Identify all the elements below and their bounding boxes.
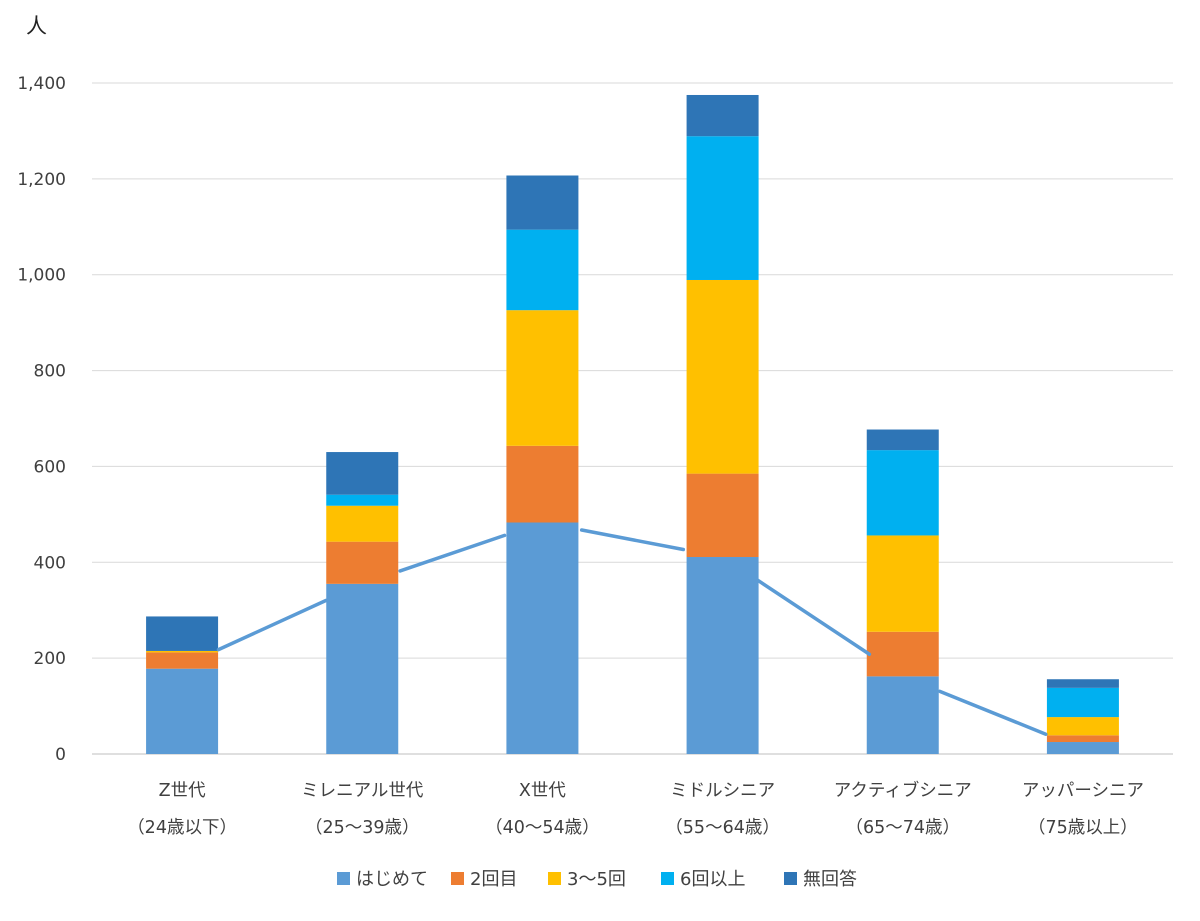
bar-segment bbox=[1046, 735, 1119, 743]
y-unit-label: 人 bbox=[26, 14, 47, 38]
legend-item: 3～5回 bbox=[548, 869, 626, 890]
bar-segment bbox=[1046, 742, 1119, 754]
y-tick-label: 800 bbox=[34, 362, 66, 382]
y-tick-label: 0 bbox=[55, 745, 66, 765]
bar-segment bbox=[866, 429, 939, 451]
bar-segment bbox=[1046, 679, 1119, 688]
y-tick-label: 200 bbox=[34, 649, 66, 669]
y-tick-label: 1,200 bbox=[17, 170, 66, 190]
bar-segment bbox=[1046, 687, 1119, 718]
bar-segment bbox=[866, 676, 939, 754]
x-category-label: Z世代 bbox=[159, 781, 206, 801]
bar-segment bbox=[686, 279, 759, 474]
bar-segment bbox=[326, 583, 399, 754]
legend-label: 3～5回 bbox=[567, 869, 626, 890]
bar-segment bbox=[506, 445, 579, 523]
x-category-range-label: （40～54歳） bbox=[485, 818, 600, 838]
x-category-range-label: （75歳以上） bbox=[1028, 818, 1138, 838]
bar-segment bbox=[146, 650, 219, 653]
x-category-range-label: （55～64歳） bbox=[665, 818, 780, 838]
bar-segment bbox=[326, 494, 399, 506]
bar-segment bbox=[506, 175, 579, 230]
x-category-range-label: （65～74歳） bbox=[845, 818, 960, 838]
x-category-label: アッパーシニア bbox=[1022, 781, 1144, 801]
y-tick-label: 400 bbox=[34, 553, 66, 573]
legend-swatch bbox=[784, 872, 797, 885]
legend-item: はじめて bbox=[337, 869, 428, 890]
y-tick-label: 1,000 bbox=[17, 266, 66, 286]
legend-swatch bbox=[337, 872, 350, 885]
bar-segment bbox=[506, 310, 579, 446]
y-axis: 0 200 400 600 800 1,000 1,200 1,400 bbox=[17, 74, 66, 765]
trend-line-segment bbox=[398, 533, 507, 573]
legend-swatch bbox=[451, 872, 464, 885]
legend-item: 無回答 bbox=[784, 869, 857, 890]
legend-item: 6回以上 bbox=[661, 869, 745, 890]
legend: はじめて 2回目 3～5回 6回以上 無回答 bbox=[337, 869, 857, 890]
x-axis: Z世代 （24歳以下） ミレニアル世代 （25～39歳） X世代 （40～54歳） ミドルシ… bbox=[127, 780, 1144, 838]
bar-segment bbox=[686, 136, 759, 280]
bars bbox=[146, 94, 1119, 754]
trend-line-segment bbox=[754, 577, 872, 657]
legend-item: 2回目 bbox=[451, 869, 517, 890]
legend-label: 無回答 bbox=[803, 869, 857, 890]
x-category-label: ミレニアル世代 bbox=[301, 781, 424, 801]
bar-segment bbox=[686, 557, 759, 754]
gridlines bbox=[92, 82, 1173, 755]
legend-label: はじめて bbox=[356, 869, 428, 890]
bar-segment bbox=[146, 616, 219, 651]
legend-swatch bbox=[661, 872, 674, 885]
trend-line-segment bbox=[938, 689, 1048, 736]
bar-segment bbox=[146, 668, 219, 754]
x-category-range-label: （25～39歳） bbox=[305, 818, 420, 838]
bar-segment bbox=[326, 505, 399, 542]
bar-segment bbox=[326, 452, 399, 495]
y-tick-label: 600 bbox=[34, 457, 66, 477]
bar-segment bbox=[866, 631, 939, 677]
bar-segment bbox=[326, 541, 399, 584]
legend-swatch bbox=[548, 872, 561, 885]
x-category-label: アクティブシニア bbox=[834, 780, 972, 801]
bar-segment bbox=[866, 535, 939, 632]
bar-segment bbox=[506, 522, 579, 754]
trend-line-segment bbox=[216, 598, 328, 652]
legend-label: 2回目 bbox=[470, 869, 517, 890]
trend-line-segment bbox=[579, 528, 686, 552]
bar-segment bbox=[686, 94, 759, 137]
legend-label: 6回以上 bbox=[680, 869, 745, 890]
trend-line-layer bbox=[216, 528, 1048, 736]
bar-segment bbox=[146, 652, 219, 669]
bar-segment bbox=[506, 229, 579, 311]
bar-segment bbox=[866, 450, 939, 536]
x-category-label: ミドルシニア bbox=[670, 781, 775, 801]
bar-segment bbox=[686, 473, 759, 558]
x-category-label: X世代 bbox=[519, 781, 566, 801]
y-tick-label: 1,400 bbox=[17, 74, 66, 94]
bar-segment bbox=[1046, 717, 1119, 736]
x-category-range-label: （24歳以下） bbox=[127, 818, 237, 838]
